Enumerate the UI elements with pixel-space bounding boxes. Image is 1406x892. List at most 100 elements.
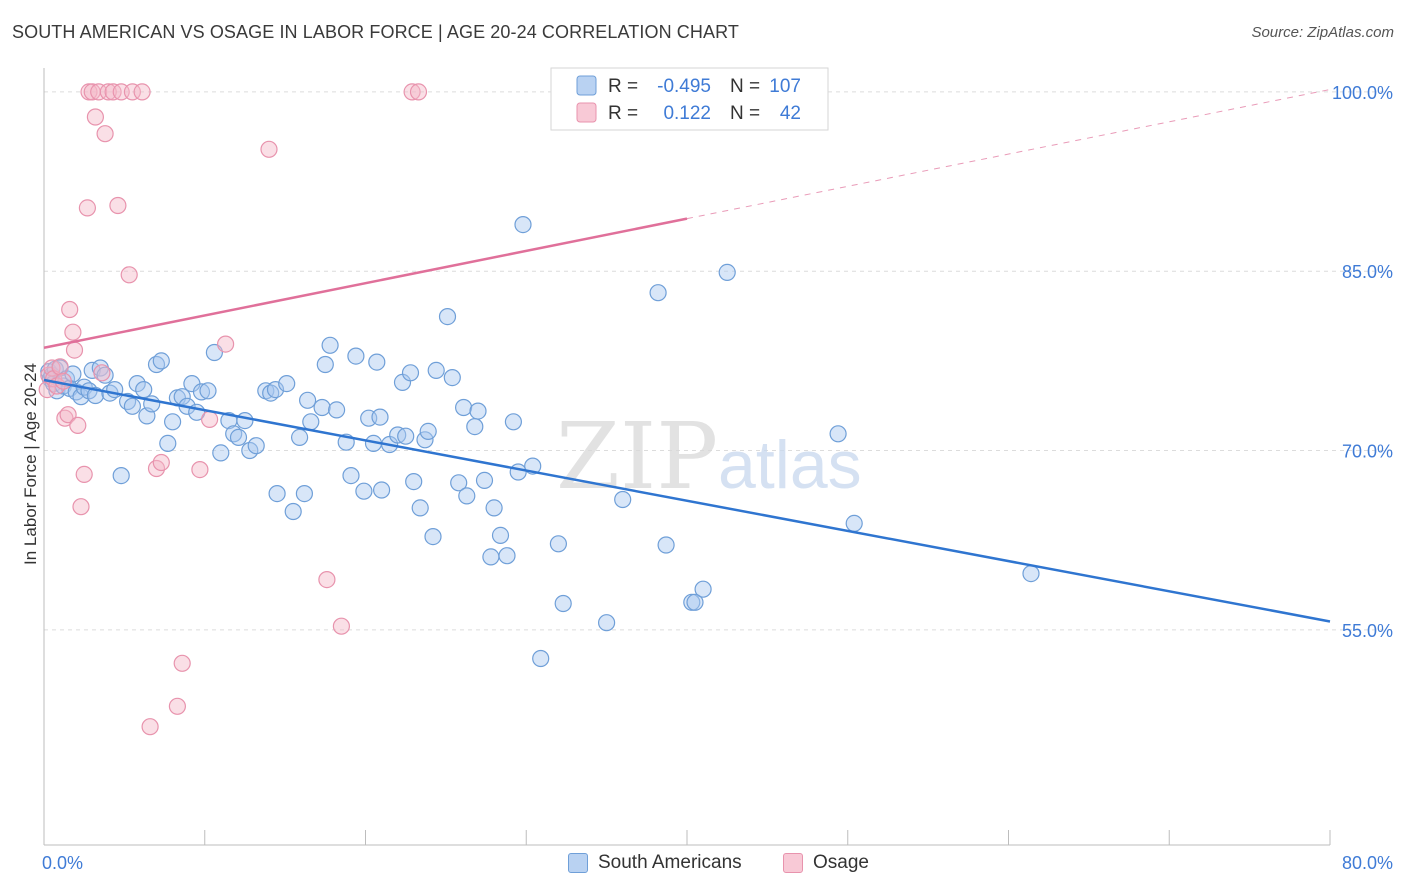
osage-point bbox=[201, 410, 219, 428]
y-tick-label: 85.0% bbox=[1342, 262, 1393, 282]
axis-layer: 55.0% 70.0% 85.0% 100.0% 0.0% 80.0% bbox=[42, 68, 1393, 873]
south-american-point bbox=[112, 467, 130, 485]
osage-point bbox=[99, 83, 117, 101]
stats-n-label: N = bbox=[730, 76, 760, 97]
south-american-point bbox=[96, 366, 114, 384]
south-american-point bbox=[829, 425, 847, 443]
south-american-point bbox=[368, 353, 386, 371]
legend-swatch-pink bbox=[783, 853, 803, 873]
stats-n-value: 42 bbox=[780, 103, 801, 124]
south-american-point bbox=[469, 402, 487, 420]
stats-r-label: R = bbox=[608, 103, 638, 124]
legend-swatch-blue bbox=[568, 853, 588, 873]
south-american-point bbox=[355, 482, 373, 500]
bottom-legend: South Americans Osage bbox=[0, 852, 1406, 878]
osage-point bbox=[168, 697, 186, 715]
south-american-point bbox=[302, 413, 320, 431]
south-american-point bbox=[159, 434, 177, 452]
legend-label: Osage bbox=[813, 852, 869, 873]
watermark-zip: ZIP bbox=[556, 403, 718, 510]
osage-point bbox=[217, 335, 235, 353]
osage-point bbox=[69, 416, 87, 434]
south-american-point bbox=[597, 614, 616, 632]
watermark: ZIP atlas bbox=[556, 403, 862, 510]
south-american-point bbox=[405, 473, 423, 491]
osage-point bbox=[96, 125, 114, 143]
south-american-point bbox=[291, 428, 309, 446]
south-american-point bbox=[1022, 564, 1040, 583]
legend-item-osage[interactable]: Osage bbox=[783, 852, 869, 874]
stats-r-value: 0.122 bbox=[663, 103, 711, 124]
osage-point bbox=[109, 196, 127, 215]
osage-point bbox=[90, 83, 108, 101]
south-american-point bbox=[438, 308, 457, 326]
stats-n-value: 107 bbox=[769, 76, 801, 97]
y-tick-label: 55.0% bbox=[1342, 621, 1393, 641]
osage-trendline bbox=[43, 217, 688, 349]
south-american-point bbox=[498, 547, 516, 565]
osage-point bbox=[75, 465, 93, 483]
south-american-point bbox=[455, 398, 473, 417]
osage-point bbox=[133, 83, 151, 101]
south-american-point bbox=[192, 383, 211, 401]
osage-point bbox=[93, 364, 111, 382]
south-american-point bbox=[342, 467, 360, 485]
south-american-point bbox=[504, 413, 523, 431]
south-american-point bbox=[466, 418, 484, 436]
source-credit: Source: ZipAtlas.com bbox=[1251, 24, 1394, 41]
x-tick-label: 0.0% bbox=[42, 853, 83, 873]
south-american-point bbox=[845, 514, 863, 533]
south-american-point bbox=[657, 536, 675, 554]
south-american-point bbox=[549, 535, 568, 553]
south-american-point bbox=[199, 382, 217, 400]
south-american-point bbox=[328, 401, 346, 419]
south-american-point bbox=[475, 471, 494, 489]
south-american-point bbox=[123, 397, 141, 415]
south-american-point bbox=[373, 481, 391, 499]
osage-point bbox=[120, 266, 138, 284]
south-american-point bbox=[401, 364, 420, 382]
south-american-point bbox=[128, 375, 146, 393]
osage-point bbox=[86, 108, 105, 126]
south-american-point bbox=[371, 408, 389, 426]
osage-point bbox=[191, 461, 209, 479]
south-american-point bbox=[321, 336, 339, 354]
south-american-point bbox=[509, 463, 527, 481]
south-american-point bbox=[485, 499, 503, 517]
osage-point bbox=[51, 358, 69, 376]
south-american-point bbox=[458, 487, 476, 505]
south-american-point bbox=[316, 355, 334, 374]
legend-item-south-americans[interactable]: South Americans bbox=[568, 852, 742, 874]
south-american-point bbox=[694, 580, 712, 598]
osage-point bbox=[78, 199, 97, 217]
south-american-point bbox=[491, 526, 510, 545]
stats-swatch-blue bbox=[576, 75, 597, 96]
osage-point bbox=[173, 654, 191, 672]
south-american-point bbox=[614, 490, 632, 509]
south-american-point bbox=[229, 428, 248, 446]
south-american-point bbox=[419, 422, 437, 440]
south-american-point bbox=[424, 527, 442, 546]
y-tick-label: 70.0% bbox=[1342, 442, 1393, 462]
osage-point bbox=[64, 323, 82, 341]
south-american-point bbox=[313, 398, 331, 417]
south-american-point bbox=[347, 347, 365, 365]
south-american-point bbox=[284, 502, 302, 521]
south-american-point bbox=[236, 412, 254, 430]
south-american-point bbox=[295, 485, 313, 503]
osage-point bbox=[260, 140, 278, 158]
stats-r-label: R = bbox=[608, 76, 638, 97]
south-american-point bbox=[686, 593, 704, 611]
y-axis-label: In Labor Force | Age 20-24 bbox=[21, 363, 40, 565]
south-american-point bbox=[443, 369, 461, 387]
osage-trendline-extension bbox=[686, 89, 1331, 220]
stats-n-label: N = bbox=[730, 103, 760, 124]
osage-point bbox=[409, 83, 428, 101]
south-american-point bbox=[278, 375, 296, 393]
south-american-point bbox=[164, 413, 182, 431]
osage-point bbox=[123, 83, 141, 101]
south-american-point bbox=[514, 216, 532, 234]
osage-point bbox=[152, 453, 170, 472]
south-american-point bbox=[212, 444, 230, 462]
